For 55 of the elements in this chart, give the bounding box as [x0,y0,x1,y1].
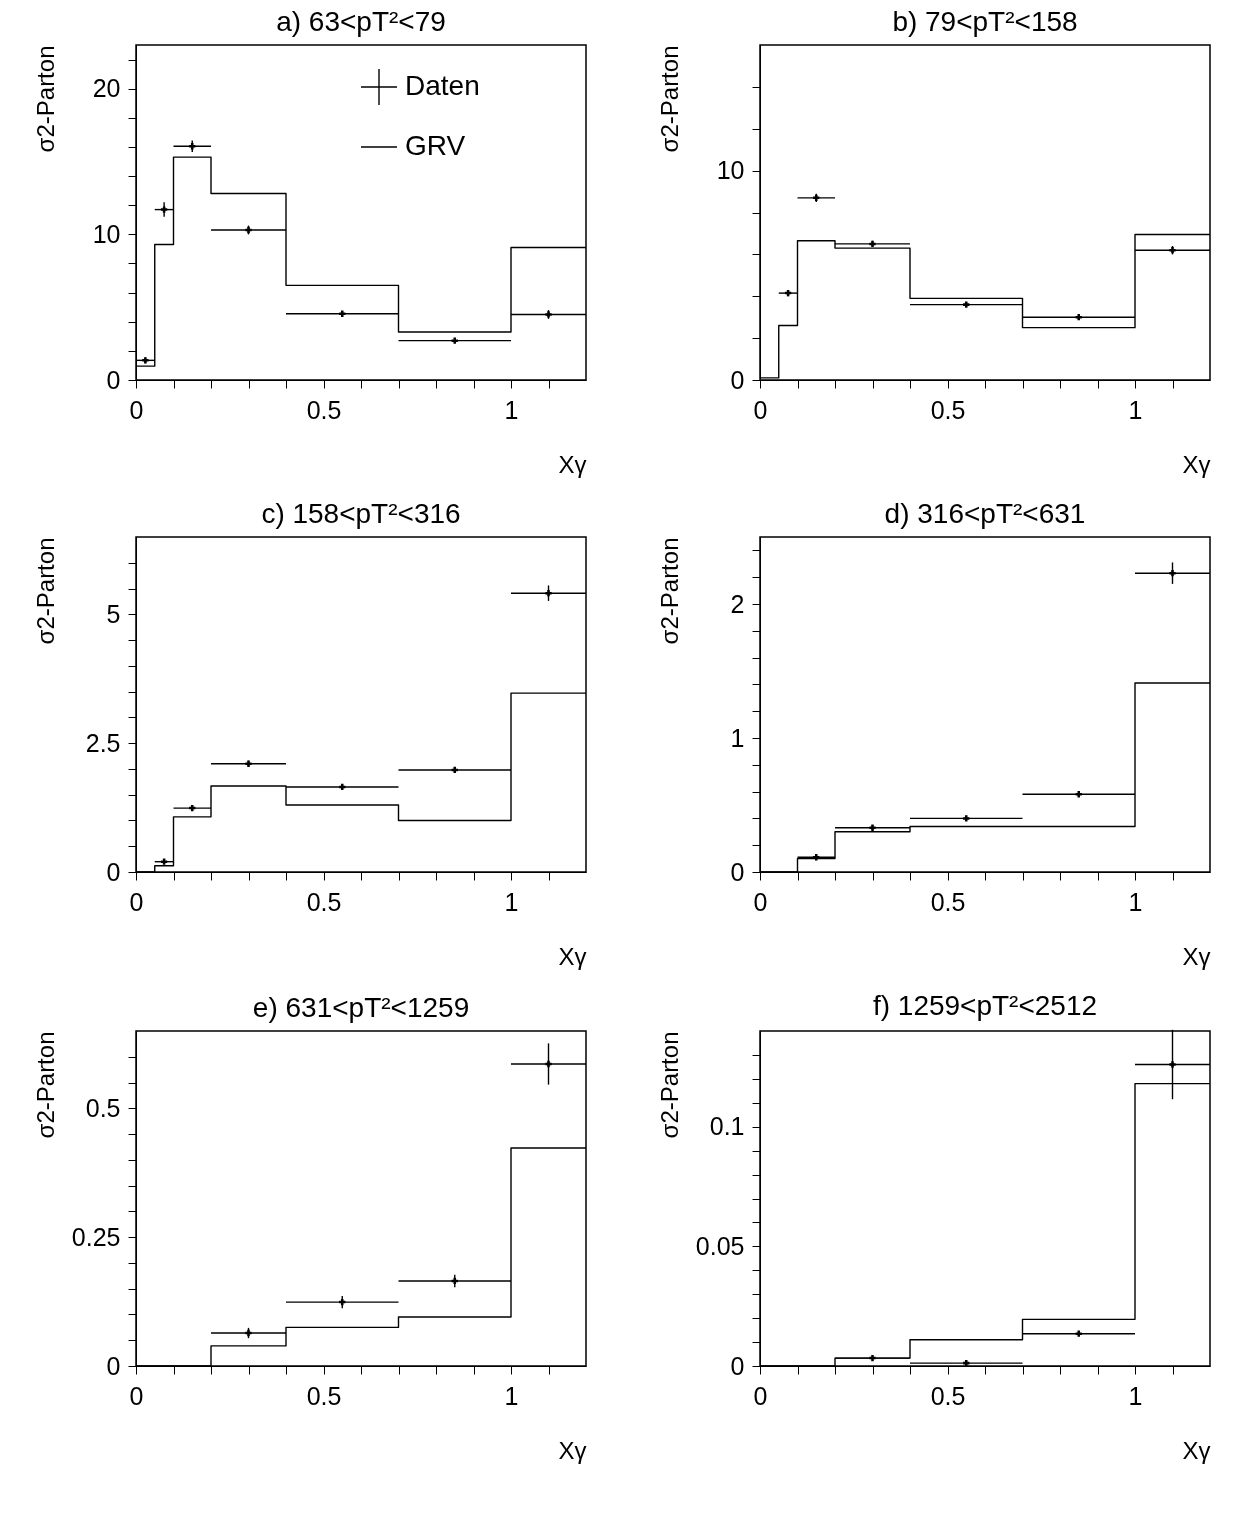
y-tick-label: 10 [92,219,121,248]
x-tick-label: 0 [129,1381,144,1410]
y-tick-label: 0.5 [85,1093,121,1122]
x-axis-title: Xγ [1182,942,1211,970]
x-axis-title: Xγ [558,450,587,478]
x-tick-label: 0.5 [306,1381,342,1410]
chart-title: e) 631<pT²<1259 [252,992,470,1023]
y-tick-label: 10 [716,156,745,185]
y-axis-title: σ2-Parton [31,1031,59,1139]
y-tick-label: 1 [730,723,745,752]
x-tick-label: 0.5 [930,887,966,916]
y-axis-title: σ2-Parton [31,537,59,645]
x-tick-label: 0 [753,395,768,424]
y-tick-label: 0 [730,365,745,394]
y-tick-label: 0 [730,857,745,886]
x-tick-label: 1 [504,395,519,424]
chart-title: c) 158<pT²<316 [261,498,461,529]
y-axis-title: σ2-Parton [655,1031,683,1139]
x-tick-label: 0.5 [930,395,966,424]
x-tick-label: 1 [504,1381,519,1410]
x-axis-title: Xγ [1182,1436,1211,1464]
x-tick-label: 0 [753,887,768,916]
y-tick-label: 0 [106,365,121,394]
x-tick-label: 0 [129,395,144,424]
x-tick-label: 0 [129,887,144,916]
x-tick-label: 1 [504,887,519,916]
x-tick-label: 0 [753,1381,768,1410]
y-tick-label: 2.5 [85,728,121,757]
y-axis-title: σ2-Parton [655,45,683,153]
y-axis-title: σ2-Parton [31,45,59,153]
y-tick-label: 2 [730,589,745,618]
y-tick-label: 0 [106,857,121,886]
x-axis-title: Xγ [558,1436,587,1464]
y-tick-label: 0.1 [709,1112,745,1141]
y-axis-title: σ2-Parton [655,537,683,645]
y-tick-label: 0 [730,1351,745,1380]
legend-label: Daten [405,70,480,101]
x-tick-label: 0.5 [930,1381,966,1410]
x-axis-title: Xγ [1182,450,1211,478]
x-tick-label: 0.5 [306,395,342,424]
x-tick-label: 0.5 [306,887,342,916]
x-tick-label: 1 [1128,887,1143,916]
x-tick-label: 1 [1128,1381,1143,1410]
chart-title: b) 79<pT²<158 [892,6,1078,37]
y-tick-label: 20 [92,74,121,103]
y-tick-label: 5 [106,599,121,628]
y-tick-label: 0 [106,1351,121,1380]
chart-title: a) 63<pT²<79 [276,6,446,37]
legend-label: GRV [405,130,466,161]
x-tick-label: 1 [1128,395,1143,424]
chart-title: d) 316<pT²<631 [884,498,1086,529]
x-axis-title: Xγ [558,942,587,970]
chart-title: f) 1259<pT²<2512 [872,990,1098,1022]
y-tick-label: 0.25 [71,1222,121,1251]
y-tick-label: 0.05 [695,1231,745,1260]
